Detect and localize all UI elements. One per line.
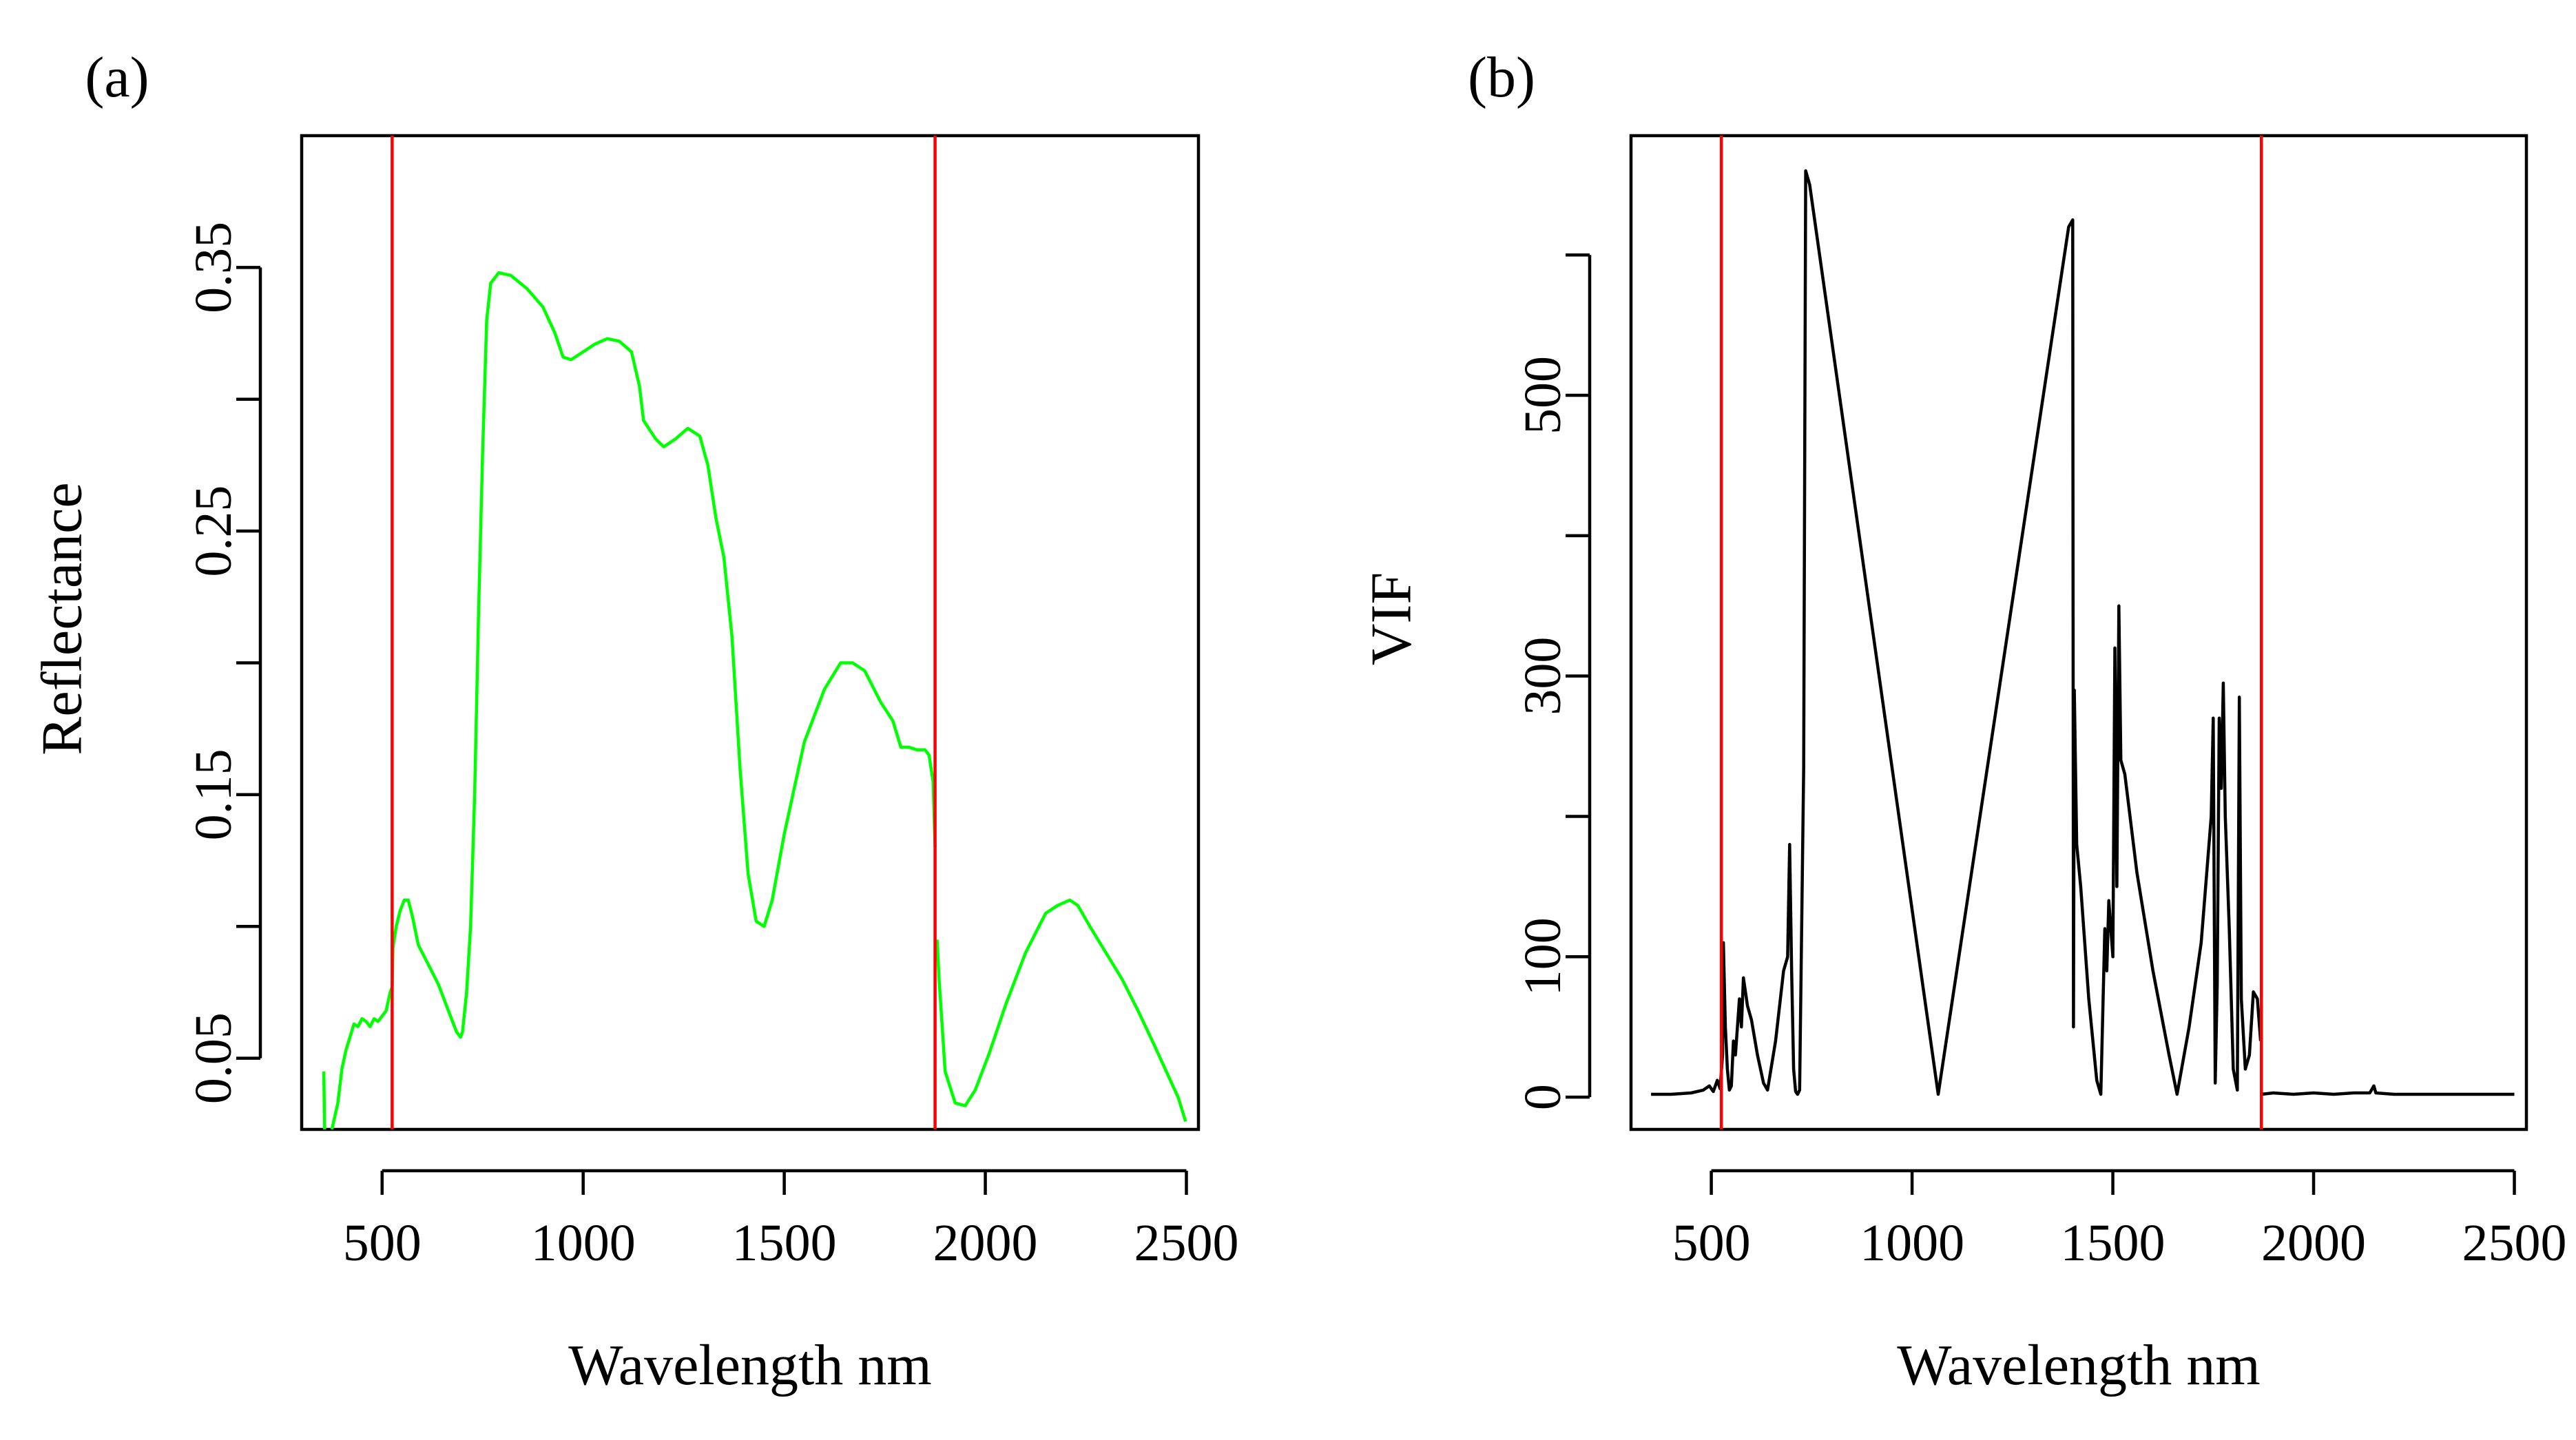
panel-a-y-axis-title: Reflectance bbox=[30, 482, 94, 755]
panel-b-y-tick-label: 500 bbox=[1514, 356, 1572, 435]
panel-b-x-tick-label: 2000 bbox=[2261, 1214, 2366, 1272]
panel-b-x-tick-label: 500 bbox=[1672, 1214, 1751, 1272]
panel-b-x-tick-label: 1500 bbox=[2061, 1214, 2165, 1272]
panel-b-y-axis-title: VIF bbox=[1360, 572, 1424, 665]
panel-b-x-axis-title: Wavelength nm bbox=[1897, 1333, 2260, 1397]
panel-b-label: (b) bbox=[1468, 45, 1535, 109]
panel-a-x-tick-label: 1500 bbox=[732, 1214, 837, 1272]
panel-a-series-line bbox=[935, 898, 1187, 1123]
panel-b-series-line bbox=[1651, 169, 2263, 1096]
panel-a-label: (a) bbox=[85, 45, 149, 109]
panel-b-y-tick-label: 100 bbox=[1514, 917, 1572, 996]
panel-b-x-tick-label: 1000 bbox=[1860, 1214, 1964, 1272]
panel-b-x-tick-label: 2500 bbox=[2462, 1214, 2567, 1272]
panel-b-series-line bbox=[2261, 1084, 2515, 1096]
panel-b-plot-frame bbox=[1629, 134, 2528, 1131]
panel-a: (a) 500 1000 1500 2000 2500 0.05 0.15 0.25 0.35 Wa… bbox=[30, 45, 1239, 1397]
panel-b: (b) 500 1000 1500 2000 2500 0 100 300 500 Waveleng… bbox=[1360, 45, 2567, 1397]
panel-a-y-tick-label: 0.25 bbox=[185, 486, 242, 577]
panel-a-x-tick-label: 1000 bbox=[531, 1214, 636, 1272]
panel-a-plot-frame bbox=[300, 134, 1201, 1131]
panel-b-y-tick-label: 0 bbox=[1514, 1084, 1572, 1110]
panel-a-x-tick-label: 2500 bbox=[1134, 1214, 1238, 1272]
panel-a-x-tick-label: 500 bbox=[343, 1214, 422, 1272]
panel-a-y-tick-label: 0.15 bbox=[185, 749, 242, 840]
panel-a-series-line bbox=[330, 271, 937, 1129]
panel-a-y-tick-label: 0.05 bbox=[185, 1012, 242, 1104]
panel-a-y-tick-label: 0.35 bbox=[185, 222, 242, 313]
panel-b-y-tick-label: 300 bbox=[1514, 637, 1572, 716]
panel-a-x-axis-title: Wavelength nm bbox=[568, 1333, 931, 1397]
panel-a-x-tick-label: 2000 bbox=[933, 1214, 1038, 1272]
